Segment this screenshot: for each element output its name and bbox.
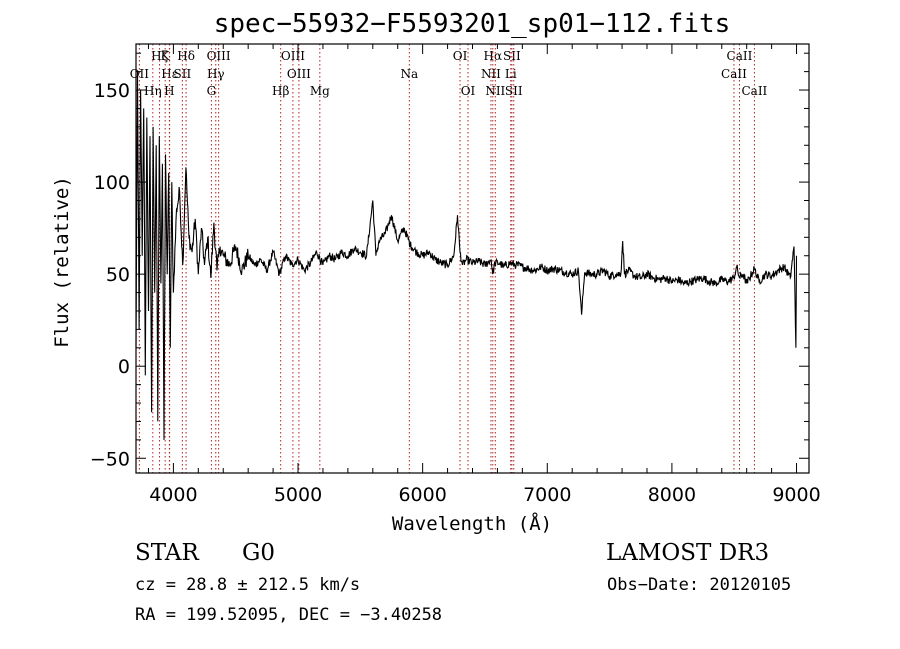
- spectral-subclass: G0: [242, 540, 275, 566]
- spectral-line-label: H: [164, 84, 174, 98]
- spectral-line-label: OI: [453, 49, 468, 63]
- x-tick-label: 4000: [149, 484, 197, 506]
- spectral-line-label: Hζ: [151, 49, 168, 63]
- spectral-line-label: Na: [400, 67, 418, 81]
- tick-labels: 4000 5000 6000 7000 8000 9000 −50 0 50 100 150: [90, 80, 821, 506]
- y-tick-label: 100: [94, 172, 130, 194]
- spectral-line-label: OIII: [281, 49, 305, 63]
- spectral-line-label: Hη: [144, 84, 162, 98]
- spectral-line-label: NII: [481, 67, 501, 81]
- spectral-line-label: OII: [130, 67, 150, 81]
- spectral-line-label: Mg: [310, 84, 330, 98]
- spectral-line-label: SII: [505, 84, 523, 98]
- spectral-line-label: OIII: [207, 49, 231, 63]
- spectral-line-label: NII: [485, 84, 505, 98]
- spectral-line-label: Hβ: [272, 84, 289, 98]
- plot-frame: [135, 43, 810, 474]
- spectral-line-label: K: [161, 49, 171, 63]
- y-tick-label: 50: [106, 264, 130, 286]
- spectral-line-label: CaII: [721, 67, 747, 81]
- spectral-line-label: SII: [503, 49, 521, 63]
- redshift-velocity: cz = 28.8 ± 212.5 km/s: [135, 575, 360, 595]
- x-axis-label: Wavelength (Å): [392, 512, 552, 535]
- object-type: STAR: [135, 540, 199, 566]
- spectral-line-label: Hγ: [207, 67, 225, 81]
- spectral-line-label: SII: [174, 67, 192, 81]
- spectral-line-label: G: [207, 84, 217, 98]
- y-tick-label: −50: [90, 448, 130, 470]
- survey-name: LAMOST DR3: [606, 540, 769, 566]
- x-tick-label: 7000: [523, 484, 571, 506]
- spectral-line-label: OIII: [287, 67, 311, 81]
- observation-date: Obs−Date: 20120105: [607, 575, 791, 595]
- chart-title: spec−55932−F5593201_sp01−112.fits: [214, 9, 731, 39]
- y-tick-label: 0: [118, 356, 130, 378]
- spectral-line-label: Hε: [161, 67, 178, 81]
- axis-ticks: [136, 44, 809, 473]
- sky-coordinates: RA = 199.52095, DEC = −3.40258: [135, 605, 442, 625]
- spectral-line-label: Hα: [484, 49, 503, 63]
- spectrum-series-line: [135, 71, 798, 440]
- spectral-line-label: CaII: [727, 49, 753, 63]
- spectral-line-label: Li: [505, 67, 517, 81]
- x-tick-label: 5000: [274, 484, 322, 506]
- spectral-line-label: CaII: [741, 84, 767, 98]
- y-tick-label: 150: [94, 80, 130, 102]
- spectral-line-label: OI: [461, 84, 476, 98]
- x-tick-label: 9000: [772, 484, 820, 506]
- x-tick-label: 8000: [648, 484, 696, 506]
- y-axis-label: Flux (relative): [51, 176, 73, 348]
- x-tick-label: 6000: [398, 484, 446, 506]
- spectral-line-label: Hδ: [177, 49, 195, 63]
